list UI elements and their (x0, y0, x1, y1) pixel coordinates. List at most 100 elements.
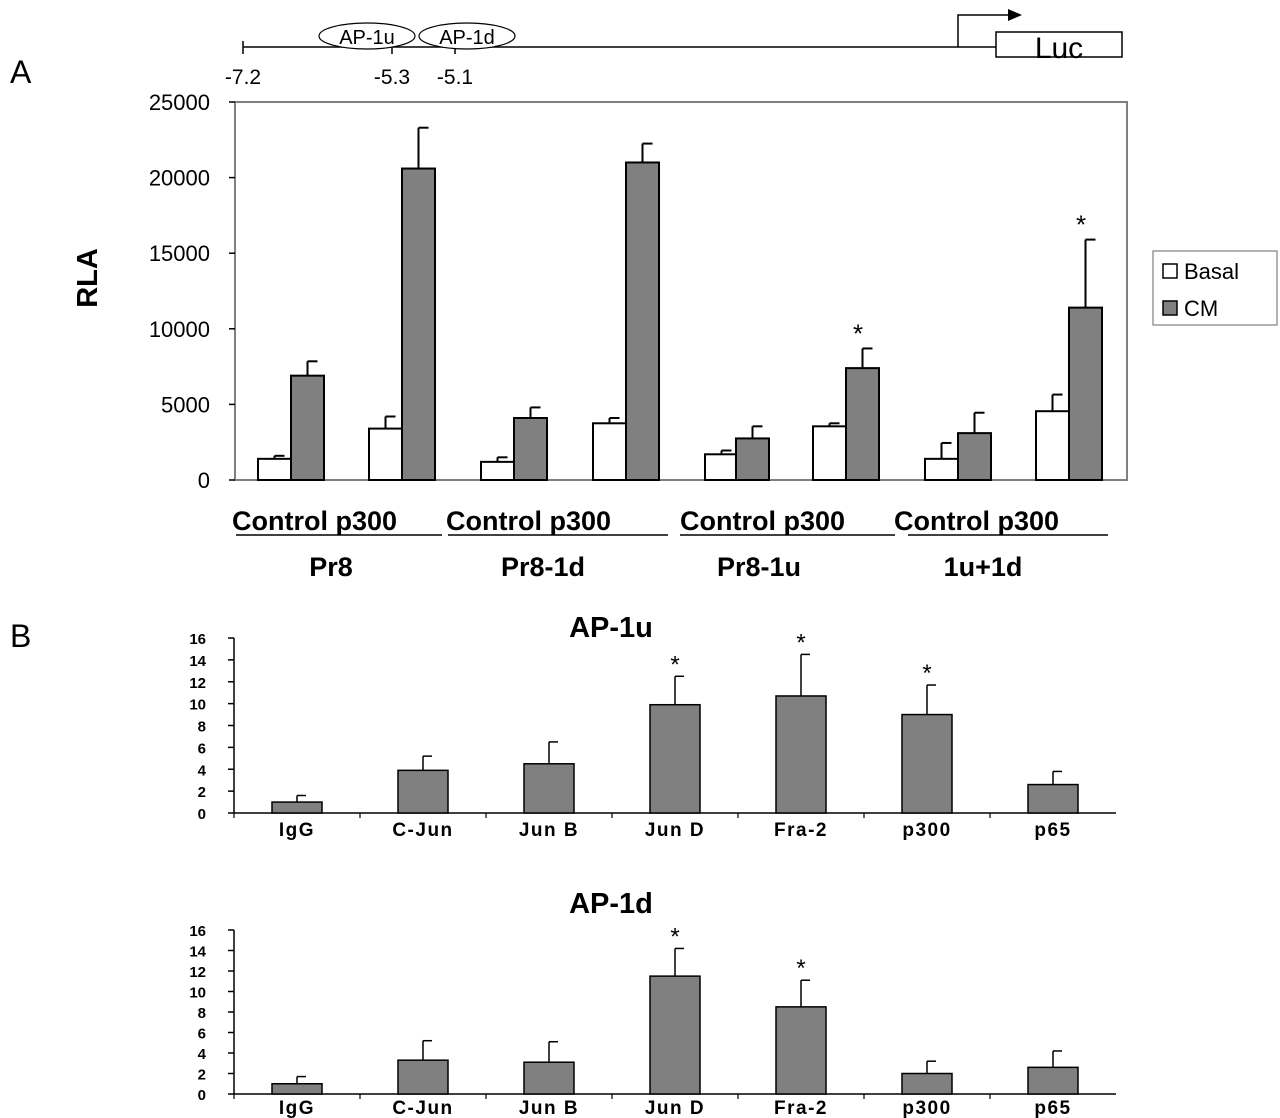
chip-ap1d-chart: AP-1d 0 2 4 6 8 10 12 14 16 IgG C-Jun Jun B * Jun D * Fr… (189, 888, 1116, 1118)
y-tick-label: 6 (198, 1026, 206, 1043)
category-label: Control p300 (446, 506, 611, 536)
category-label: Control p300 (680, 506, 845, 536)
y-tick-label: 16 (189, 923, 206, 940)
y-tick-label: 15000 (149, 241, 210, 266)
legend-swatch-cm (1162, 300, 1178, 316)
legend-label-basal: Basal (1184, 259, 1239, 284)
ap1-site-oval (318, 22, 416, 50)
y-tick-label: 10 (189, 985, 206, 1002)
bar-basal (480, 460, 515, 481)
bar (397, 769, 449, 814)
bar-basal (368, 427, 403, 482)
y-tick-label: 14 (189, 653, 206, 670)
luciferase-label: Luc (1035, 32, 1083, 65)
legend-swatch-basal (1162, 263, 1178, 279)
y-tick-label: 8 (198, 1005, 206, 1022)
bar-cm (290, 374, 325, 481)
bar-cm (625, 161, 660, 481)
construct-label: Pr8-1d (501, 552, 585, 582)
bar-cm (513, 417, 548, 481)
category-label: Fra-2 (774, 820, 828, 841)
legend-label-cm: CM (1184, 296, 1218, 321)
chip-ap1u-chart: AP-1u 0 2 4 6 8 10 12 14 16 IgG C-Jun Jun B * Jun D * Fr… (189, 612, 1116, 841)
significance-mark: * (796, 629, 805, 656)
category-label: p65 (1034, 1098, 1071, 1118)
category-label: Jun B (519, 820, 579, 841)
construct-label: Pr8-1u (717, 552, 801, 582)
y-tick-label: 14 (189, 944, 206, 961)
y-tick-label: 10 (189, 697, 206, 714)
position-label: -7.2 (225, 66, 261, 89)
y-axis-label: RLA (72, 248, 104, 308)
category-label: Jun D (645, 1098, 705, 1118)
y-tick-label: 16 (189, 631, 206, 648)
position-label: -5.3 (374, 66, 410, 89)
y-tick-label: 10000 (149, 317, 210, 342)
category-label: Control p300 (232, 506, 397, 536)
construct-label: Pr8 (309, 552, 353, 582)
y-tick-label: 12 (189, 675, 206, 692)
significance-mark: * (853, 318, 863, 348)
chart-title: AP-1d (569, 888, 653, 920)
y-tick-label: 2 (198, 784, 206, 801)
construct-label: 1u+1d (944, 552, 1023, 582)
bar-cm (1068, 306, 1103, 481)
significance-mark: * (670, 923, 679, 950)
bar (649, 975, 701, 1095)
bar (775, 695, 827, 814)
category-label: p65 (1034, 820, 1071, 841)
y-tick-label: 2 (198, 1067, 206, 1084)
panel-a-letter: A (10, 54, 32, 90)
bar-basal (592, 422, 627, 481)
category-label: Jun D (645, 820, 705, 841)
bar-basal (812, 425, 847, 482)
bar (1027, 783, 1079, 814)
category-label: C-Jun (392, 1098, 453, 1118)
significance-mark: * (922, 660, 931, 687)
y-tick-label: 12 (189, 964, 206, 981)
y-tick-label: 6 (198, 740, 206, 757)
bar-cm (845, 367, 880, 481)
significance-mark: * (670, 651, 679, 678)
chart-title: AP-1u (569, 612, 653, 644)
category-label: IgG (279, 1098, 315, 1118)
bar (649, 703, 701, 814)
bar (901, 713, 953, 814)
y-tick-label: 0 (198, 1087, 206, 1104)
category-label: C-Jun (392, 820, 453, 841)
y-tick-label: 0 (198, 468, 210, 493)
bar (901, 1072, 953, 1095)
reporter-activity-chart: 0 5000 10000 15000 20000 25000 RLA * * Control p3… (72, 90, 1278, 582)
luciferase-box (995, 31, 1123, 58)
bar (271, 1083, 323, 1095)
y-tick-label: 20000 (149, 166, 210, 191)
transcription-start-arrow (957, 14, 1012, 47)
bar (397, 1059, 449, 1095)
plot-frame (234, 101, 1128, 481)
ap1-site-label: AP-1d (439, 27, 495, 49)
y-tick-label: 0 (198, 806, 206, 823)
category-label: p300 (902, 1098, 951, 1118)
promoter-diagram: -7.2 -5.3 -5.1 AP-1u AP-1d Luc (225, 9, 1123, 89)
bar (271, 801, 323, 814)
ap1-site-label: AP-1u (339, 27, 395, 49)
category-label: Control p300 (894, 506, 1059, 536)
bar-cm (401, 167, 436, 481)
y-tick-label: 4 (198, 1046, 207, 1063)
bar-basal (257, 457, 292, 481)
y-tick-label: 4 (198, 762, 207, 779)
significance-mark: * (1076, 210, 1086, 240)
category-label: Jun B (519, 1098, 579, 1118)
y-tick-label: 5000 (161, 392, 210, 417)
bar (1027, 1066, 1079, 1095)
y-tick-label: 8 (198, 719, 206, 736)
bar-cm (957, 432, 992, 481)
category-label: p300 (902, 820, 951, 841)
bar-basal (924, 457, 959, 481)
bar-basal (704, 453, 739, 481)
y-tick-label: 25000 (149, 90, 210, 115)
bar-cm (735, 437, 770, 482)
bar (523, 1061, 575, 1095)
bar-basal (1035, 410, 1070, 482)
